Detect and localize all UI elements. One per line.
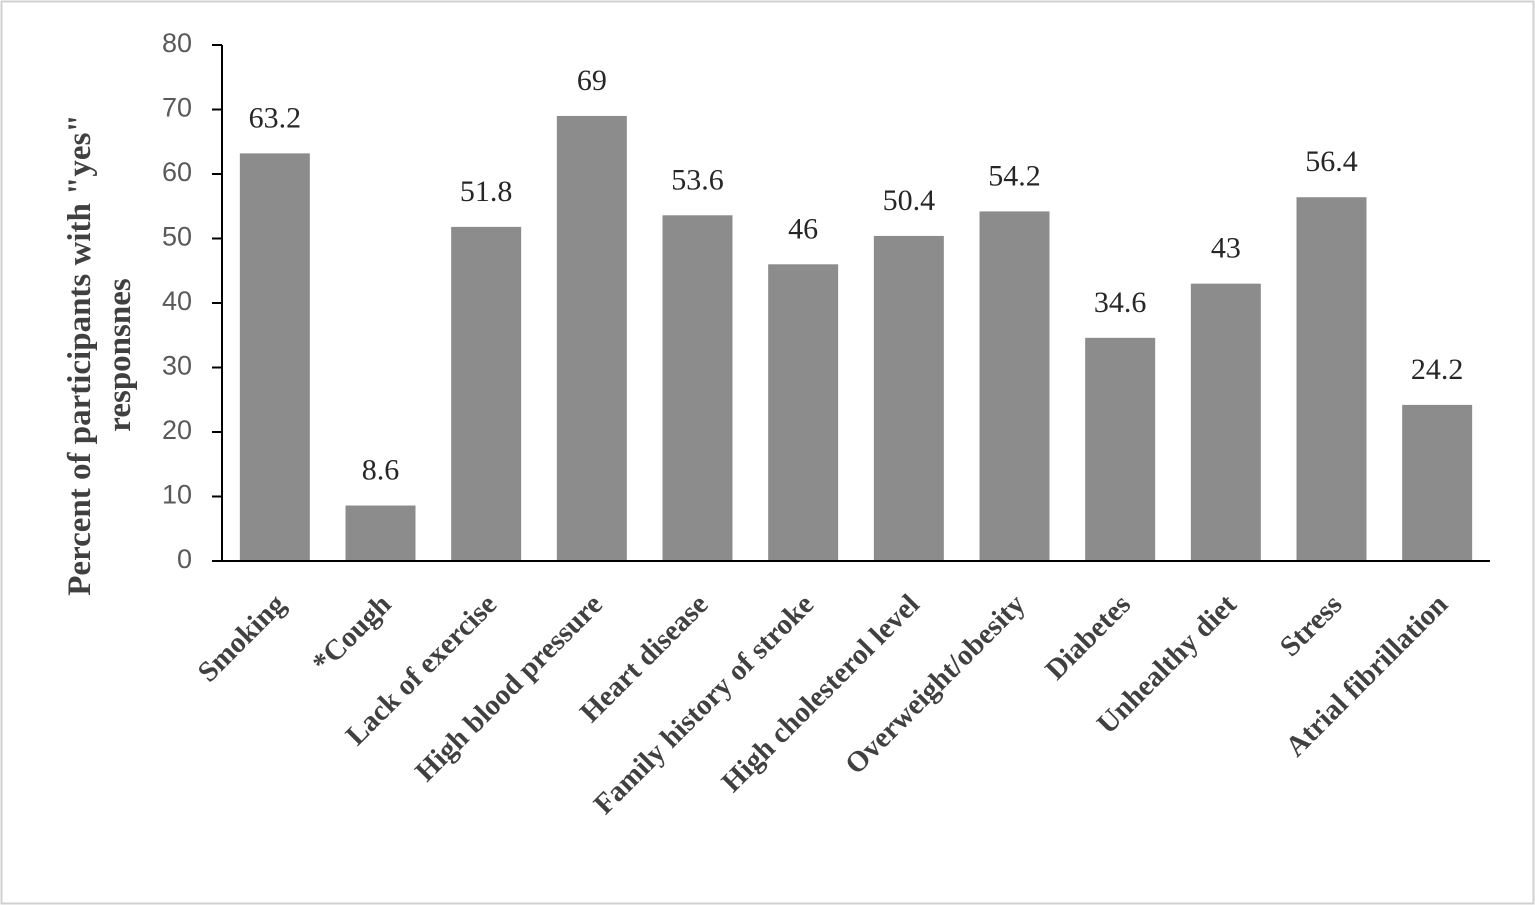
x-tick-label: *Cough xyxy=(306,588,397,679)
bar xyxy=(239,153,310,562)
x-tick-label: Overweight/obesity xyxy=(839,588,1032,781)
value-label: 24.2 xyxy=(1411,353,1464,386)
y-axis-label: Percent of participants with "yes" respo… xyxy=(62,114,138,596)
bar xyxy=(768,264,839,561)
value-label: 69 xyxy=(577,64,607,97)
bar xyxy=(1402,404,1473,561)
y-tick-label: 40 xyxy=(162,286,192,316)
y-tick-label: 20 xyxy=(162,415,192,445)
x-tick-label: High blood pressure xyxy=(409,588,609,788)
x-tick-label: High cholesterol level xyxy=(716,588,926,798)
value-label: 51.8 xyxy=(460,175,513,208)
value-label: 8.6 xyxy=(362,454,400,487)
bar xyxy=(1296,197,1367,561)
bar xyxy=(873,235,944,562)
value-label: 43 xyxy=(1211,232,1241,265)
y-tick-label: 10 xyxy=(162,480,192,510)
bar xyxy=(1085,337,1156,561)
value-label: 50.4 xyxy=(883,184,936,217)
x-tick-label: Family history of stroke xyxy=(588,588,821,821)
bar xyxy=(662,215,733,561)
y-tick-label: 60 xyxy=(162,157,192,187)
y-tick-label: 80 xyxy=(162,28,192,58)
y-tick-label: 70 xyxy=(162,93,192,123)
x-tick-label: Diabetes xyxy=(1039,588,1137,686)
y-tick-label: 0 xyxy=(177,544,192,574)
value-label: 56.4 xyxy=(1305,145,1358,178)
bar xyxy=(1190,283,1261,561)
x-tick-label: Stress xyxy=(1274,588,1349,663)
bar xyxy=(556,115,627,561)
value-label: 53.6 xyxy=(671,163,724,196)
bar xyxy=(451,226,522,561)
y-tick-label: 50 xyxy=(162,222,192,252)
y-tick-label: 30 xyxy=(162,351,192,381)
bar xyxy=(979,211,1050,561)
value-label: 34.6 xyxy=(1094,286,1147,319)
bar xyxy=(345,505,416,561)
value-label: 46 xyxy=(788,212,818,245)
value-label: 63.2 xyxy=(249,101,302,134)
x-tick-label: Smoking xyxy=(192,588,292,688)
value-label: 54.2 xyxy=(988,159,1041,192)
